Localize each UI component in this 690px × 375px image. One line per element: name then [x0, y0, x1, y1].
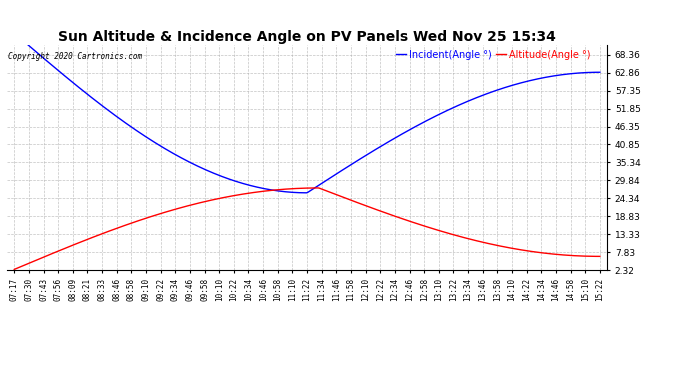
Text: Copyright 2020 Cartronics.com: Copyright 2020 Cartronics.com [8, 52, 142, 61]
Title: Sun Altitude & Incidence Angle on PV Panels Wed Nov 25 15:34: Sun Altitude & Incidence Angle on PV Pan… [58, 30, 556, 44]
Legend: Incident(Angle °), Altitude(Angle °): Incident(Angle °), Altitude(Angle °) [396, 50, 591, 60]
